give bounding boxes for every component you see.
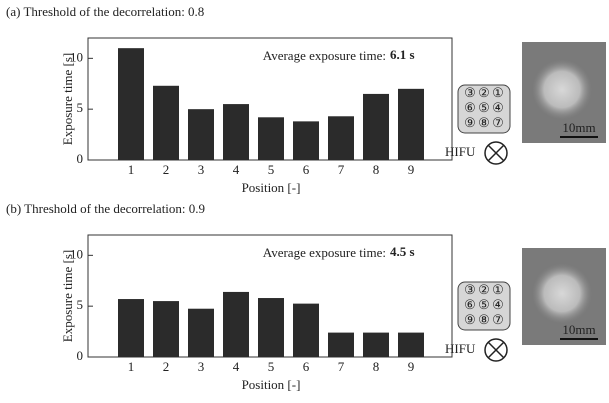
position-number: ⑤ bbox=[478, 297, 490, 312]
position-number: ⑤ bbox=[478, 100, 490, 115]
bar bbox=[188, 309, 214, 357]
x-tick-label: 2 bbox=[163, 359, 170, 374]
chart-title: (b) Threshold of the decorrelation: 0.9 bbox=[6, 201, 205, 216]
bar bbox=[293, 121, 319, 160]
annotation-value: 6.1 s bbox=[390, 47, 415, 62]
figure: (a) Threshold of the decorrelation: 0.8 0… bbox=[0, 0, 609, 403]
bar bbox=[153, 86, 179, 160]
position-number: ⑦ bbox=[492, 115, 504, 130]
scale-label: 10mm bbox=[562, 120, 595, 135]
scale-label: 10mm bbox=[562, 322, 595, 337]
photo-lesion bbox=[532, 60, 592, 120]
x-tick-label: 8 bbox=[373, 359, 380, 374]
bar bbox=[258, 117, 284, 160]
x-tick-label: 9 bbox=[408, 359, 415, 374]
x-tick-label: 9 bbox=[408, 162, 415, 177]
y-tick-label: 5 bbox=[77, 297, 84, 312]
x-tick-label: 4 bbox=[233, 359, 240, 374]
x-tick-label: 8 bbox=[373, 162, 380, 177]
source-label: HIFU bbox=[445, 144, 476, 159]
position-number: ⑥ bbox=[464, 100, 476, 115]
y-axis-label: Exposure time [s] bbox=[60, 53, 75, 145]
position-number: ⑦ bbox=[492, 312, 504, 327]
bar bbox=[328, 116, 354, 160]
bar bbox=[398, 89, 424, 160]
x-tick-label: 2 bbox=[163, 162, 170, 177]
position-number: ① bbox=[492, 282, 504, 297]
bar bbox=[258, 298, 284, 357]
x-axis-label: Position [-] bbox=[242, 377, 301, 392]
y-tick-label: 0 bbox=[77, 348, 84, 363]
position-number: ⑨ bbox=[464, 115, 476, 130]
x-tick-label: 7 bbox=[338, 162, 345, 177]
position-number: ⑧ bbox=[478, 115, 490, 130]
position-number: ⑥ bbox=[464, 297, 476, 312]
bar bbox=[398, 333, 424, 357]
x-tick-label: 1 bbox=[128, 162, 135, 177]
bar bbox=[153, 301, 179, 357]
x-tick-label: 1 bbox=[128, 359, 135, 374]
bar bbox=[188, 109, 214, 160]
position-number: ③ bbox=[464, 282, 476, 297]
position-number: ② bbox=[478, 85, 490, 100]
x-tick-label: 6 bbox=[303, 162, 310, 177]
bar bbox=[363, 94, 389, 160]
bar bbox=[293, 304, 319, 357]
y-axis-label: Exposure time [s] bbox=[60, 250, 75, 342]
bar bbox=[118, 299, 144, 357]
position-number: ② bbox=[478, 282, 490, 297]
position-number: ⑨ bbox=[464, 312, 476, 327]
x-tick-label: 3 bbox=[198, 162, 205, 177]
x-tick-label: 4 bbox=[233, 162, 240, 177]
bar bbox=[363, 333, 389, 357]
annotation-value: 4.5 s bbox=[390, 244, 415, 259]
x-axis-label: Position [-] bbox=[242, 180, 301, 195]
x-tick-label: 5 bbox=[268, 359, 275, 374]
chart-title: (a) Threshold of the decorrelation: 0.8 bbox=[6, 4, 204, 19]
y-tick-label: 5 bbox=[77, 100, 84, 115]
position-number: ④ bbox=[492, 100, 504, 115]
x-tick-label: 7 bbox=[338, 359, 345, 374]
bar bbox=[223, 292, 249, 357]
photo-lesion bbox=[532, 264, 592, 324]
x-tick-label: 3 bbox=[198, 359, 205, 374]
x-tick-label: 5 bbox=[268, 162, 275, 177]
position-number: ④ bbox=[492, 297, 504, 312]
annotation: Average exposure time: bbox=[263, 245, 386, 260]
position-number: ⑧ bbox=[478, 312, 490, 327]
source-label: HIFU bbox=[445, 341, 476, 356]
position-number: ① bbox=[492, 85, 504, 100]
y-tick-label: 0 bbox=[77, 151, 84, 166]
position-number: ③ bbox=[464, 85, 476, 100]
annotation: Average exposure time: bbox=[263, 48, 386, 63]
x-tick-label: 6 bbox=[303, 359, 310, 374]
bar bbox=[328, 333, 354, 357]
bar bbox=[223, 104, 249, 160]
bar bbox=[118, 48, 144, 160]
